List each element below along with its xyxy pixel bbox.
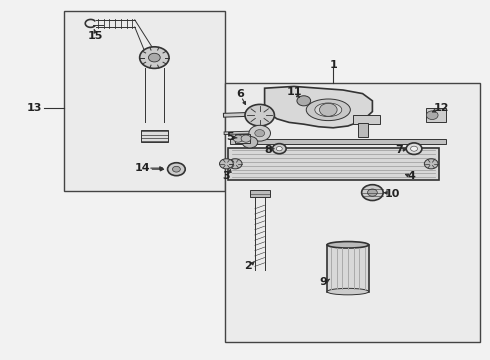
Circle shape (297, 96, 311, 106)
Bar (327, 245, 368, 292)
Circle shape (172, 166, 180, 172)
Circle shape (245, 104, 274, 126)
Bar (141, 130, 168, 142)
Text: 1: 1 (329, 60, 337, 70)
Circle shape (242, 136, 258, 148)
Circle shape (411, 146, 417, 151)
Ellipse shape (327, 242, 368, 248)
Circle shape (368, 189, 377, 196)
Bar (64, 11, 225, 191)
Circle shape (424, 159, 438, 169)
Circle shape (220, 159, 233, 169)
Text: 4: 4 (408, 171, 416, 181)
Circle shape (406, 143, 422, 154)
Bar (358, 123, 368, 137)
Text: 12: 12 (433, 103, 449, 113)
Text: 9: 9 (319, 276, 327, 287)
Text: 14: 14 (134, 163, 150, 173)
Text: 7: 7 (395, 145, 403, 156)
Circle shape (362, 185, 383, 201)
Bar (225, 83, 480, 342)
Circle shape (241, 135, 251, 142)
Text: 5: 5 (226, 132, 234, 142)
Circle shape (140, 47, 169, 68)
Circle shape (319, 103, 337, 116)
Text: 2: 2 (245, 261, 252, 271)
Circle shape (233, 135, 243, 142)
Ellipse shape (306, 99, 350, 121)
Ellipse shape (315, 103, 342, 117)
Text: 13: 13 (26, 103, 42, 113)
Text: 10: 10 (384, 189, 400, 199)
Circle shape (148, 53, 160, 62)
Text: 6: 6 (236, 89, 244, 99)
Circle shape (228, 159, 242, 169)
Bar (235, 134, 250, 143)
Bar (230, 139, 446, 144)
Circle shape (255, 130, 265, 137)
Text: 8: 8 (265, 145, 272, 155)
Bar (228, 148, 439, 180)
Circle shape (272, 144, 286, 154)
Circle shape (426, 111, 438, 120)
Bar (250, 190, 270, 197)
Bar (426, 108, 446, 122)
Circle shape (276, 147, 282, 151)
Text: 3: 3 (222, 171, 230, 181)
Circle shape (249, 125, 270, 141)
Polygon shape (265, 86, 372, 128)
Circle shape (168, 163, 185, 176)
Text: 11: 11 (286, 87, 302, 97)
Bar (353, 115, 380, 124)
Ellipse shape (327, 288, 368, 295)
Text: 15: 15 (88, 31, 103, 41)
